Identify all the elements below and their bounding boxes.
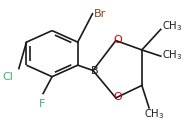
Text: CH$_3$: CH$_3$ xyxy=(144,107,164,121)
Text: Cl: Cl xyxy=(3,72,13,82)
Text: F: F xyxy=(39,99,45,109)
Text: O: O xyxy=(113,35,122,45)
Text: O: O xyxy=(113,92,122,102)
Text: Br: Br xyxy=(93,9,106,19)
Text: B: B xyxy=(91,66,98,76)
Text: CH$_3$: CH$_3$ xyxy=(162,48,182,62)
Text: CH$_3$: CH$_3$ xyxy=(162,19,182,33)
